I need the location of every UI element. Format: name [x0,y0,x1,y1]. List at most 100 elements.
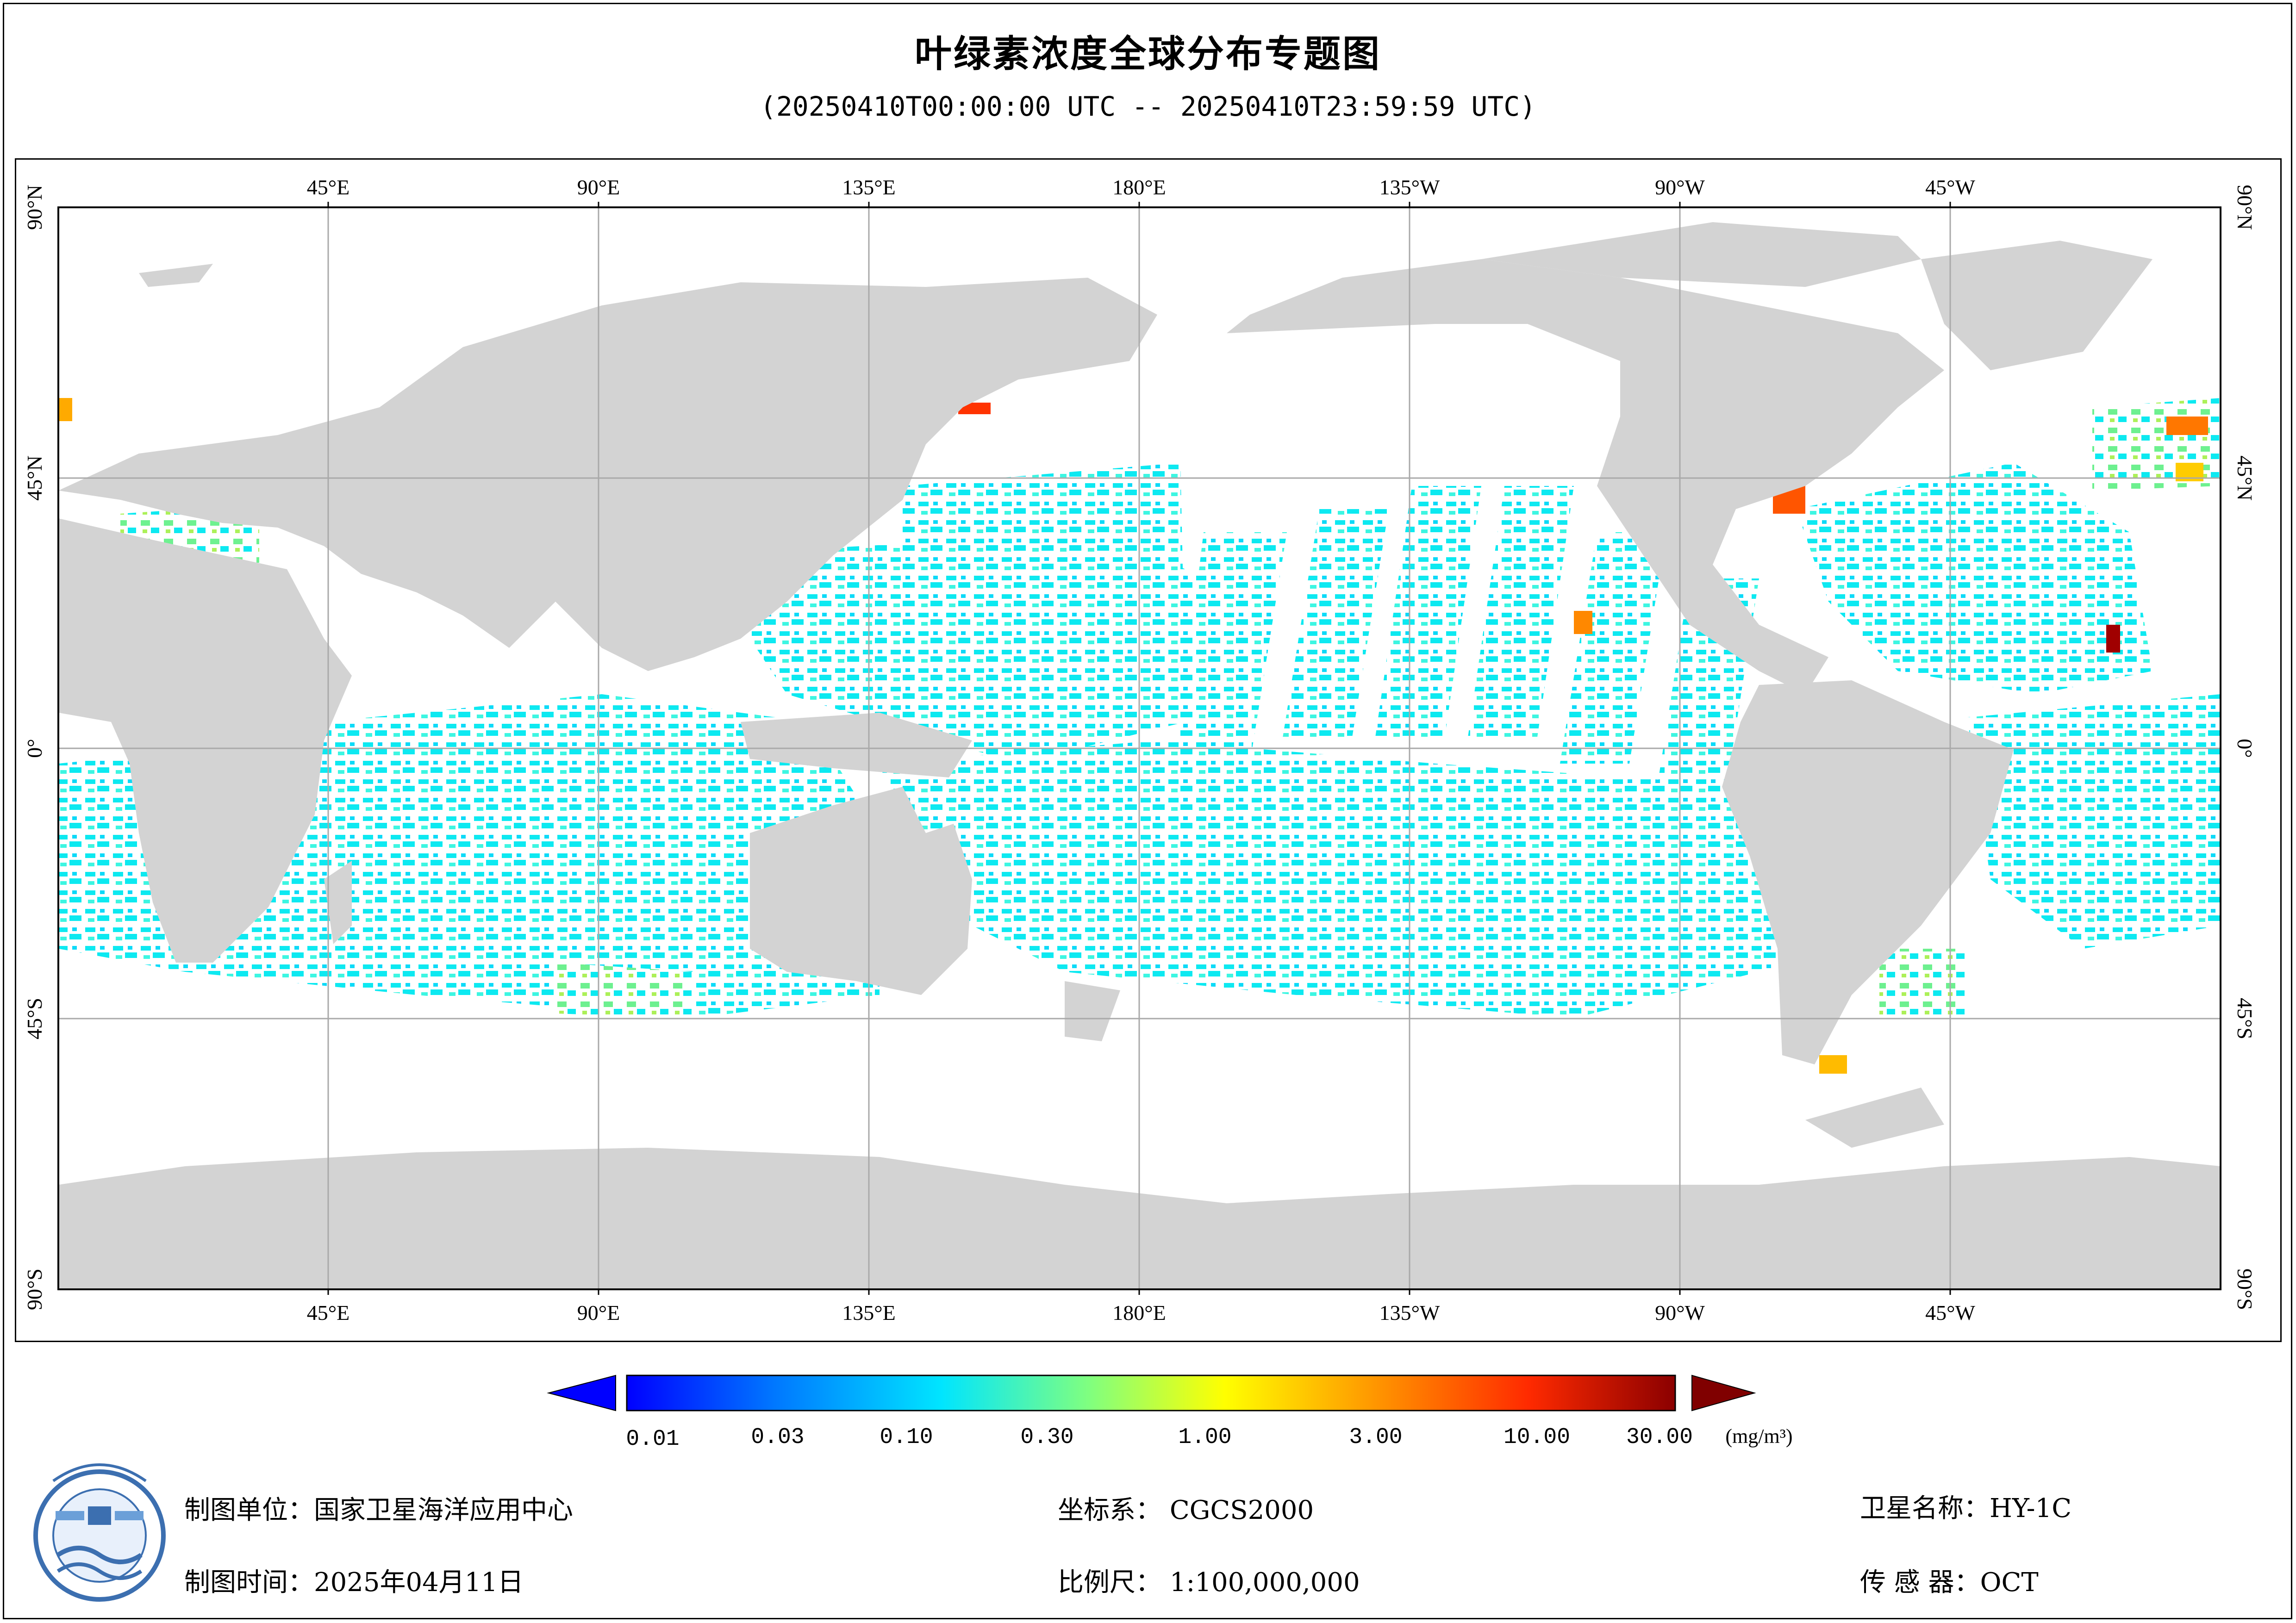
top-longitude-labels: 45°E 90°E 135°E 180°E 135°W 90°W 45°W [307,175,1976,199]
map-unit-value: 国家卫星海洋应用中心 [314,1495,573,1525]
antarctic-peninsula-landmass [1805,1088,1944,1148]
lat-label-right: 0° [2233,739,2257,758]
lat-label-right: 90°N [2233,185,2257,230]
baja-hotspot [1574,611,1592,634]
lat-label-right: 45°N [2233,455,2257,501]
map-frame [15,158,2282,1342]
scale-value: 1:100,000,000 [1169,1567,1360,1598]
logo-satellite-body [88,1506,111,1525]
map-title: 叶绿素浓度全球分布专题图 [915,32,1381,75]
colorbar-tick-label: 30.00 [1626,1425,1693,1450]
southern-ocean-patch [555,963,694,1018]
lat-label-left: 45°N [23,455,46,501]
map-unit-info: 制图单位：国家卫星海洋应用中心 [184,1489,573,1527]
falklands-hotspot [1819,1055,1847,1074]
lon-label-bottom: 45°W [1925,1301,1975,1325]
west-africa-hotspot [2106,625,2120,653]
sensor-value: OCT [1980,1567,2039,1598]
logo-solar-panel [115,1511,144,1520]
crs-info: 坐标系： CGCS2000 [1058,1489,1314,1527]
satellite-info: 卫星名称：HY-1C [1860,1487,2071,1525]
agency-logo [33,1463,166,1602]
lon-label-top: 135°W [1379,175,1440,199]
colorbar-legend: 0.01 0.03 0.10 0.30 1.00 3.00 10.00 30.0… [547,1374,1793,1452]
south-america-landmass [1722,680,2014,1064]
logo-orbit-arc [52,1463,147,1482]
eurasia-landmass [58,278,1157,671]
lat-label-left: 45°S [23,998,46,1039]
greenland-landmass [1921,241,2152,370]
lon-label-top: 180°E [1112,175,1166,199]
scale-info: 比例尺： 1:100,000,000 [1058,1561,1360,1599]
north-pacific-swath-5 [1467,486,1574,740]
north-pacific-swath-2 [1176,532,1287,764]
north-america-landmass [1227,259,1944,694]
north-atlantic-swath [1796,463,2152,694]
north-pacific-swath-6 [1560,532,1666,764]
norway-hotspot [58,398,72,421]
north-pacific-swath-3 [1282,509,1389,740]
lon-label-bottom: 180°E [1112,1301,1166,1325]
map-time-value: 2025年04月11日 [314,1567,524,1598]
map-unit-label: 制图单位： [184,1495,314,1525]
crs-value: CGCS2000 [1169,1495,1314,1525]
lat-label-right: 45°S [2233,998,2257,1039]
lon-label-bottom: 90°W [1655,1301,1705,1325]
colorbar-gradient [626,1374,1676,1412]
north-pacific-swath-1 [903,463,1185,694]
colorbar-low-arrow [547,1374,616,1412]
sensor-label: 传 感 器： [1860,1567,1980,1598]
lat-label-right: 90°S [2233,1269,2257,1310]
baltic-hotspot [2166,417,2208,435]
arctic-island-landmass [139,264,213,287]
lon-label-bottom: 135°E [842,1301,896,1325]
logo-wave [56,1546,143,1564]
satellite-label: 卫星名称： [1860,1493,1990,1524]
map-panel [58,207,2221,1289]
lon-label-bottom: 90°E [577,1301,620,1325]
lat-label-left: 90°N [23,185,46,230]
colorbar-tick-label: 3.00 [1349,1425,1402,1450]
colorbar-unit: (mg/m³) [1725,1425,1792,1448]
indonesia-landmass [741,713,972,777]
lon-label-bottom: 45°E [307,1301,350,1325]
graticule [58,207,2221,1289]
africa-landmass [58,518,352,963]
australia-landmass [750,787,972,995]
lat-label-left: 90°S [23,1269,46,1310]
map-time-info: 制图时间：2025年04月11日 [184,1561,524,1599]
page-border [3,3,2292,1619]
logo-wave [56,1562,143,1580]
left-latitude-labels: 90°N 45°N 0° 45°S 90°S [23,185,46,1310]
lat-label-left: 0° [23,739,46,758]
crs-label: 坐标系： [1058,1495,1161,1525]
patagonia-shelf-patch [1879,949,1967,1018]
lon-label-top: 90°W [1655,175,1705,199]
chlorophyll-swaths [58,398,2221,1018]
new-zealand-landmass [1065,981,1120,1041]
lon-label-top: 135°E [842,175,896,199]
madagascar-landmass [324,861,352,944]
right-latitude-labels: 90°N 45°N 0° 45°S 90°S [2233,185,2257,1310]
colorbar-tick-label: 0.01 [626,1427,679,1452]
lon-label-top: 45°W [1925,175,1975,199]
map-time-label: 制图时间： [184,1567,314,1598]
colorbar-high-arrow [1691,1374,1756,1412]
canadian-arctic-landmass [1481,222,1921,287]
colorbar-tick-label: 0.10 [880,1425,933,1450]
colorbar-tick-label: 0.03 [751,1425,804,1450]
south-pacific-swath [880,740,1898,1018]
lon-label-top: 90°E [577,175,620,199]
colorbar-tick-label: 0.30 [1020,1425,1073,1450]
time-range-subtitle: (20250410T00:00:00 UTC -- 20250410T23:59… [760,91,1536,122]
south-atlantic-swath [1967,694,2221,949]
north-pacific-swath-4 [1375,486,1481,740]
logo-solar-panel [56,1511,84,1520]
sensor-info: 传 感 器：OCT [1860,1561,2039,1599]
bottom-longitude-labels: 45°E 90°E 135°E 180°E 135°W 90°W 45°W [307,1301,1976,1325]
lon-label-bottom: 135°W [1379,1301,1440,1325]
satellite-value: HY-1C [1990,1493,2072,1524]
colorbar-tick-label: 10.00 [1504,1425,1570,1450]
colorbar-tick-label: 1.00 [1178,1425,1231,1450]
